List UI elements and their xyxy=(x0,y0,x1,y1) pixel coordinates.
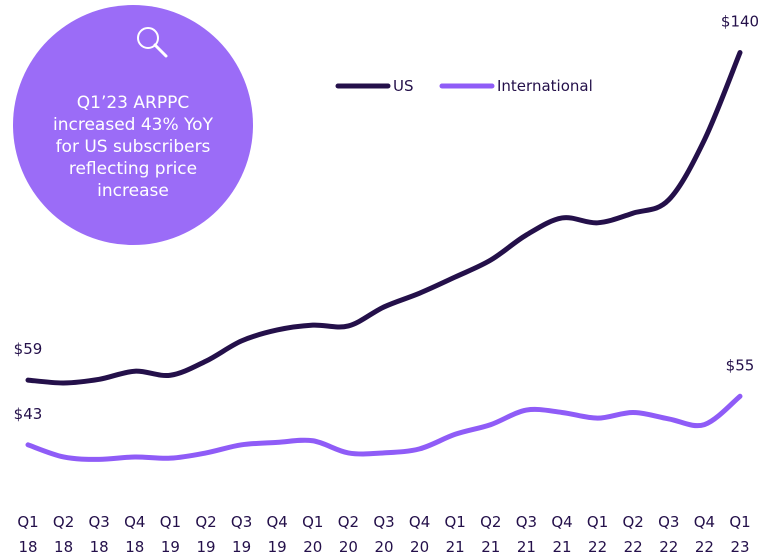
x-tick-label: Q2 22 xyxy=(622,513,644,554)
data-label: $55 xyxy=(726,356,755,374)
data-label: $43 xyxy=(14,405,43,423)
x-tick-label: Q3 18 xyxy=(88,513,110,554)
x-tick-label: Q4 20 xyxy=(408,513,431,554)
callout-line: Q1’23 ARPPC xyxy=(76,93,190,113)
x-tick-label: Q1 18 xyxy=(17,513,39,554)
x-tick-label: Q1 22 xyxy=(586,513,609,554)
x-tick-label: Q3 21 xyxy=(515,513,538,554)
data-label: $59 xyxy=(14,340,43,358)
callout-circle xyxy=(13,5,253,245)
x-tick-label: Q3 22 xyxy=(658,513,680,554)
data-label: $140 xyxy=(721,13,759,31)
x-tick-label: Q3 20 xyxy=(373,513,395,554)
x-tick-label: Q1 19 xyxy=(159,513,182,554)
callout-line: for US subscribers xyxy=(55,137,211,157)
x-tick-label: Q1 20 xyxy=(302,513,324,554)
x-tick-label: Q2 21 xyxy=(480,513,502,554)
x-tick-label: Q4 18 xyxy=(124,513,146,554)
callout-line: reflecting price xyxy=(68,159,198,179)
callout-text: Q1’23 ARPPC increased 43% YoY for US subsc… xyxy=(33,92,233,202)
x-tick-label: Q4 21 xyxy=(551,513,573,554)
x-tick-label: Q2 20 xyxy=(337,513,360,554)
series-line xyxy=(25,50,743,386)
x-tick-label: Q2 18 xyxy=(52,513,75,554)
x-tick-label: Q1 23 xyxy=(729,513,751,554)
callout-line: increase xyxy=(97,181,169,201)
callout-line: increased 43% YoY xyxy=(53,115,213,135)
legend-label: US xyxy=(393,77,414,95)
legend-label: International xyxy=(497,77,593,95)
x-tick-label: Q2 19 xyxy=(195,513,217,554)
x-tick-label: Q1 21 xyxy=(444,513,466,554)
x-tick-label: Q4 22 xyxy=(693,513,716,554)
x-tick-label: Q3 19 xyxy=(230,513,253,554)
x-tick-label: Q4 19 xyxy=(266,513,288,554)
series-line xyxy=(25,393,743,462)
magnifier-icon xyxy=(137,27,168,58)
